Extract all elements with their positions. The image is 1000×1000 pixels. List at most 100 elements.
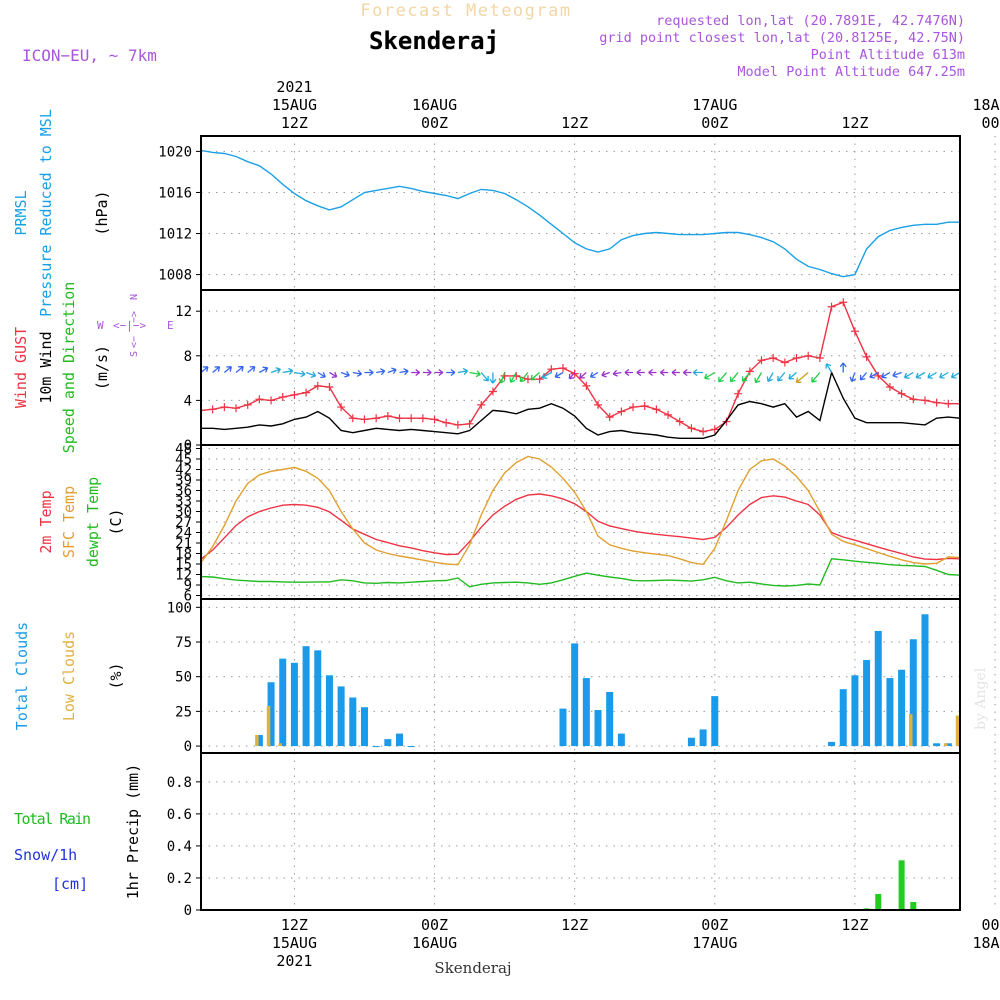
- line-temp2m: [201, 493, 960, 561]
- wind-arrow: [541, 371, 552, 379]
- panel-wind: 0 4 8 12 Wind GUST 10m Wind Speed and Directio…: [12, 282, 996, 454]
- wind-arrow: [294, 370, 306, 378]
- model-altitude: Model Point Altitude 647.25m: [737, 64, 965, 80]
- y-tick-label: 75: [175, 635, 192, 651]
- marker-gust: [162, 409, 170, 417]
- bar-totalclouds: [325, 675, 333, 747]
- bar-totalclouds: [255, 734, 263, 747]
- marker-gust: [640, 401, 649, 410]
- y-tick-label: 100: [167, 600, 192, 616]
- labels-pressure: PRMSL Pressure Reduced to MSL (hPa): [12, 109, 111, 317]
- grid-temperature: [201, 445, 996, 599]
- bar-totalclouds: [302, 646, 310, 747]
- marker-gust: [617, 407, 626, 416]
- panel-pressure: 1008 1012 1016 1020 PRMSL Pressure Reduced to…: [12, 109, 996, 317]
- bar-lowclouds: [979, 736, 983, 746]
- wind-arrow: [579, 372, 587, 379]
- marker-gust: [255, 395, 264, 404]
- chart-title: Forecast Meteogram: [360, 1, 571, 21]
- bar-lowclouds: [944, 743, 948, 747]
- bottom-time-label: 15AUG: [272, 934, 317, 952]
- wind-arrow: [881, 371, 891, 379]
- wind-arrow: [489, 372, 497, 384]
- wind-arrow: [519, 372, 529, 383]
- top-time-label: 00Z: [981, 114, 1000, 132]
- bar-totalclouds: [337, 686, 345, 747]
- marker-gust: [558, 364, 567, 373]
- bar-totalclouds: [384, 739, 392, 747]
- marker-gust: [687, 424, 696, 433]
- header: Forecast Meteogram Skenderaj ICON−EU, ~ …: [22, 1, 965, 80]
- bar-totalclouds: [992, 710, 999, 746]
- wind-arrow: [601, 370, 610, 378]
- wind-arrow: [329, 371, 338, 378]
- y-axis-clouds: 0 25 50 75 100: [167, 600, 201, 755]
- bar-lowclouds: [991, 743, 995, 746]
- top-time-axis: 202115AUG12Z16AUG00Z12Z17AUG00Z12Z18AUG0…: [272, 78, 1000, 132]
- compass-e: E: [167, 319, 174, 332]
- bar-totalclouds: [407, 746, 415, 748]
- bar-totalclouds: [279, 658, 287, 747]
- wind-arrow: [849, 372, 857, 383]
- y-tick-label: 0.8: [167, 775, 192, 791]
- marker-gust: [325, 383, 334, 392]
- marker-gust: [372, 414, 381, 423]
- wind-arrow: [659, 368, 669, 377]
- wind-arrow: [892, 371, 902, 378]
- marker-gust: [465, 419, 474, 428]
- line-prmsl: [201, 149, 960, 278]
- bar-lowclouds: [909, 714, 913, 747]
- marker-gust: [442, 418, 451, 427]
- marker-gust: [348, 414, 357, 423]
- panel-label: PRMSL: [12, 190, 30, 235]
- line-sfctemp: [201, 455, 960, 566]
- marker-gust: [885, 383, 894, 392]
- line-gust: [201, 301, 960, 433]
- bar-totalclouds: [898, 669, 906, 747]
- footer-location: Skenderaj: [434, 959, 511, 977]
- bar-totalclouds: [921, 614, 929, 747]
- marker-gust: [850, 327, 859, 336]
- requested-coords: requested lon,lat (20.7891E, 42.7476N): [656, 13, 965, 29]
- wind-arrow: [509, 372, 517, 383]
- bar-totalclouds: [944, 743, 952, 747]
- y-tick-label: 25: [175, 704, 192, 720]
- top-time-label: 15AUG: [272, 96, 317, 114]
- wind-arrow: [795, 372, 809, 384]
- wind-arrow: [498, 372, 506, 384]
- panel-label: (%): [107, 662, 125, 689]
- top-time-label: 16AUG: [412, 96, 457, 114]
- top-time-label: 17AUG: [692, 96, 737, 114]
- wind-arrow: [704, 371, 716, 380]
- bar-totalclouds: [582, 678, 590, 747]
- top-time-label: 12Z: [841, 114, 868, 132]
- bottom-time-label: 18AUG: [972, 934, 1000, 952]
- bar-totalclouds: [349, 697, 357, 747]
- bar-totalclouds: [559, 708, 567, 747]
- bar-lowclouds: [266, 705, 271, 747]
- wind-arrow: [729, 372, 739, 383]
- bottom-time-axis: 12Z15AUG202100Z16AUG12Z00Z17AUG12Z00Z18A…: [272, 916, 1000, 970]
- y-tick-label: 0.6: [167, 807, 192, 823]
- y-tick-label: 39: [175, 473, 192, 489]
- y-tick-label: 9: [184, 578, 192, 594]
- marker-gust: [290, 390, 299, 399]
- panel-label: (m/s): [93, 345, 111, 390]
- top-time-label: 2021: [276, 78, 312, 96]
- plot-area-temperature: [201, 455, 960, 588]
- wind-arrow: [927, 371, 937, 379]
- wind-arrow: [387, 367, 397, 375]
- bar-totalclouds: [687, 737, 695, 747]
- wind-arrow: [636, 368, 645, 377]
- panel-frame-pressure: [200, 135, 961, 291]
- bottom-time-label: 17AUG: [692, 934, 737, 952]
- panel-label: Total Rain: [14, 810, 91, 828]
- y-axis-pressure: 1008 1012 1016 1020: [158, 144, 201, 284]
- wind-arrow: [270, 367, 281, 374]
- y-tick-label: 0: [184, 903, 192, 919]
- marker-gust: [582, 381, 591, 390]
- point-altitude: Point Altitude 613m: [811, 47, 965, 63]
- marker-gust: [243, 400, 252, 409]
- marker-gust: [956, 399, 960, 408]
